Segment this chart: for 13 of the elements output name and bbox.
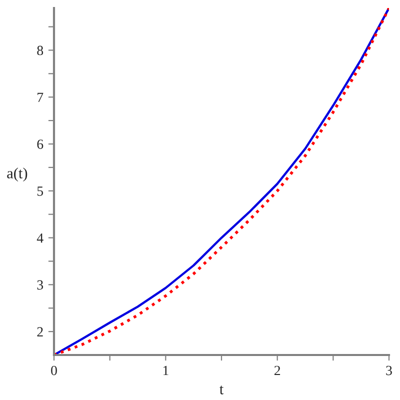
y-tick-label: 5 (37, 186, 44, 196)
x-tick-label: 3 (386, 366, 392, 376)
x-tick-label: 0 (51, 366, 57, 376)
y-tick-label: 6 (37, 140, 44, 149)
y-tick-label: 3 (37, 280, 44, 290)
y-tick-label: 4 (36, 233, 44, 243)
y-tick-label: 8 (37, 46, 44, 56)
x-tick-label: 2 (274, 366, 280, 376)
y-tick-label: 2 (37, 327, 43, 336)
x-tick-label: 1 (163, 366, 168, 376)
y-axis-title: a(t) (7, 168, 28, 182)
x-axis-title: t (220, 386, 224, 394)
y-tick-label: 7 (38, 92, 44, 102)
